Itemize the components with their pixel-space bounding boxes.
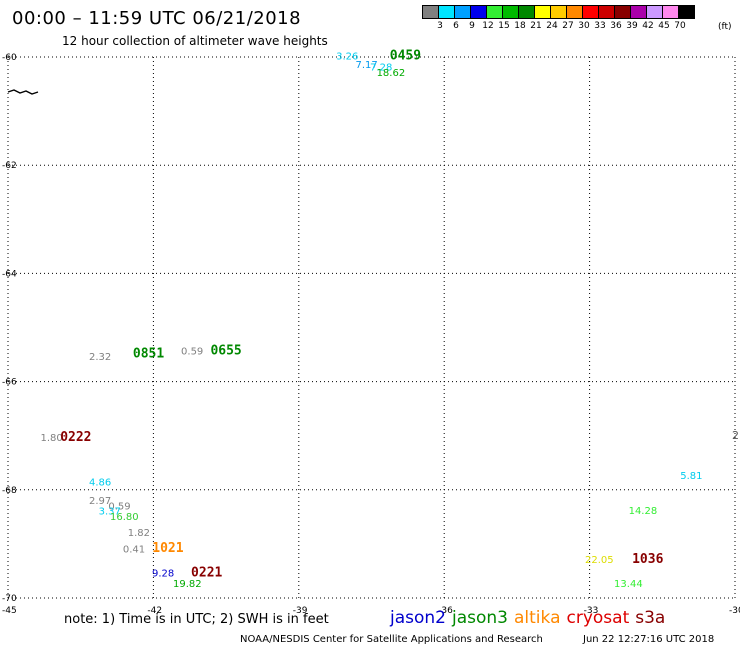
- legend-unit: (ft): [718, 22, 732, 32]
- page-title: 00:00 – 11:59 UTC 06/21/2018: [12, 8, 302, 29]
- mission-s3a: s3a: [635, 608, 666, 628]
- wave-height-label: 9.28: [152, 568, 174, 579]
- legend-label: 24: [546, 21, 558, 31]
- pass-time-label: 0459: [390, 49, 421, 64]
- mission-jason3: jason3: [452, 608, 508, 628]
- page-subtitle: 12 hour collection of altimeter wave hei…: [62, 34, 328, 48]
- wave-height-label: 16.80: [110, 512, 139, 523]
- edge-label: 2: [732, 429, 739, 442]
- legend-swatch: [678, 5, 695, 19]
- wave-height-label: 7.17: [356, 60, 378, 71]
- y-tick-label: -68: [2, 486, 17, 496]
- legend-label: 3: [437, 21, 443, 31]
- x-tick-label: -39: [293, 606, 308, 616]
- wave-height-label: 7.28: [370, 63, 392, 74]
- wave-height-label: 4.86: [89, 477, 111, 488]
- x-tick-label: -45: [2, 606, 17, 616]
- wave-height-label: 2.32: [89, 352, 111, 363]
- legend-swatches: [422, 5, 695, 19]
- pass-time-label: 0222: [60, 430, 91, 445]
- wave-height-label: 18.62: [377, 68, 406, 79]
- color-legend: 3 6 9 12 15 18 21 24 27 30 33 36 39 42 45 70 (ft): [422, 5, 732, 32]
- mission-altika: altika: [514, 608, 561, 628]
- legend-label: 30: [578, 21, 590, 31]
- legend-label: 36: [610, 21, 622, 31]
- legend-label: 15: [498, 21, 510, 31]
- credit-text: NOAA/NESDIS Center for Satellite Applica…: [240, 634, 543, 645]
- legend-labels: 3 6 9 12 15 18 21 24 27 30 33 36 39 42 45 70: [432, 21, 694, 31]
- legend-label: 45: [658, 21, 670, 31]
- mission-cryosat: cryosat: [566, 608, 630, 628]
- legend-label: 9: [469, 21, 475, 31]
- wave-height-label: 0.59: [108, 501, 130, 512]
- x-tick-label: -36: [438, 606, 453, 616]
- pass-time-label: 0851: [133, 346, 164, 361]
- wave-height-label: 3.37: [99, 507, 121, 518]
- wave-height-label: 14.28: [629, 506, 658, 517]
- wave-height-label: 1.80: [40, 433, 62, 444]
- wave-height-label: 1.82: [128, 528, 150, 539]
- wave-height-label: 0.59: [181, 347, 203, 358]
- y-tick-label: -62: [2, 161, 17, 171]
- wave-height-label: 3.26: [336, 52, 358, 63]
- y-tick-label: -70: [2, 594, 17, 604]
- legend-label: 6: [453, 21, 459, 31]
- x-tick-label: -30: [729, 606, 740, 616]
- y-tick-label: -66: [2, 378, 17, 388]
- pass-time-label: 1021: [152, 541, 183, 556]
- legend-label: 39: [626, 21, 638, 31]
- footer-note: note: 1) Time is in UTC; 2) SWH is in fe…: [64, 612, 329, 627]
- pass-time-label: 0655: [210, 344, 241, 359]
- legend-label: 12: [482, 21, 494, 31]
- wave-height-label: 13.44: [614, 579, 643, 590]
- legend-label: 42: [642, 21, 654, 31]
- legend-label: 33: [594, 21, 606, 31]
- mission-jason2: jason2: [390, 608, 446, 628]
- mission-legend: jason2 jason3 altika cryosat s3a: [390, 608, 671, 628]
- x-tick-label: -33: [584, 606, 599, 616]
- wave-height-label: 19.82: [173, 579, 202, 590]
- wave-height-label: 5.81: [680, 471, 702, 482]
- wave-height-label: 0.41: [123, 545, 145, 556]
- generation-timestamp: Jun 22 12:27:16 UTC 2018: [583, 634, 715, 645]
- x-tick-label: -42: [147, 606, 162, 616]
- wave-height-label: 2.97: [89, 496, 111, 507]
- y-tick-label: -64: [2, 269, 17, 279]
- y-tick-label: -60: [2, 53, 17, 63]
- legend-label: 18: [514, 21, 526, 31]
- legend-label: 70: [674, 21, 686, 31]
- legend-label: 21: [530, 21, 542, 31]
- wave-height-label: 22.05: [585, 555, 614, 566]
- pass-time-label: 0221: [191, 565, 222, 580]
- pass-time-label: 1036: [632, 552, 663, 567]
- coastline-shape: [7, 89, 39, 95]
- legend-label: 27: [562, 21, 574, 31]
